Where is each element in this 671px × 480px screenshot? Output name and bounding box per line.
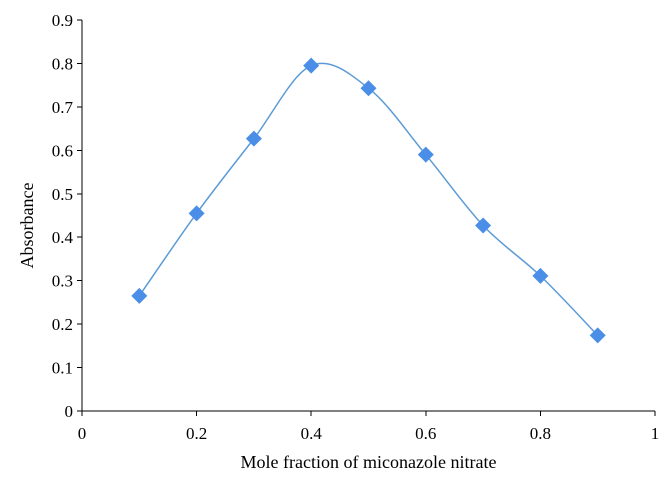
y-tick-label: 0	[65, 402, 74, 421]
data-point	[303, 57, 320, 74]
ticks: 0 0.1 0.2 0.3 0.4 0.5 0.6 0.7 0.8 0.9 0 0.2 0.4 0.6 0.…	[52, 11, 660, 443]
series-line	[138, 62, 599, 336]
data-points	[131, 57, 606, 344]
series-line-layer	[138, 62, 599, 336]
x-axis-title: Mole fraction of miconazole nitrate	[241, 452, 497, 472]
y-tick-label: 0.6	[52, 141, 73, 160]
y-tick-label: 0.2	[52, 315, 73, 334]
x-tick-label: 1	[651, 424, 660, 443]
y-tick-label: 0.4	[52, 228, 74, 247]
y-tick-label: 0.8	[52, 54, 73, 73]
data-point	[475, 217, 492, 234]
y-tick-label: 0.5	[52, 185, 73, 204]
x-tick-label: 0	[78, 424, 87, 443]
data-point	[589, 327, 606, 344]
data-point	[532, 267, 549, 284]
y-axis-title: Absorbance	[17, 183, 37, 269]
x-tick-label: 0.6	[415, 424, 436, 443]
x-tick-label: 0.8	[530, 424, 551, 443]
axes	[81, 20, 655, 412]
data-point	[131, 287, 148, 304]
y-tick-label: 0.3	[52, 272, 73, 291]
data-point	[245, 130, 262, 147]
y-tick-label: 0.7	[52, 98, 74, 117]
x-tick-label: 0.2	[186, 424, 207, 443]
y-tick-label: 0.1	[52, 359, 73, 378]
data-point	[360, 80, 377, 97]
data-point	[188, 205, 205, 222]
data-point	[417, 146, 434, 163]
y-tick-label: 0.9	[52, 11, 73, 30]
x-tick-label: 0.4	[301, 424, 323, 443]
